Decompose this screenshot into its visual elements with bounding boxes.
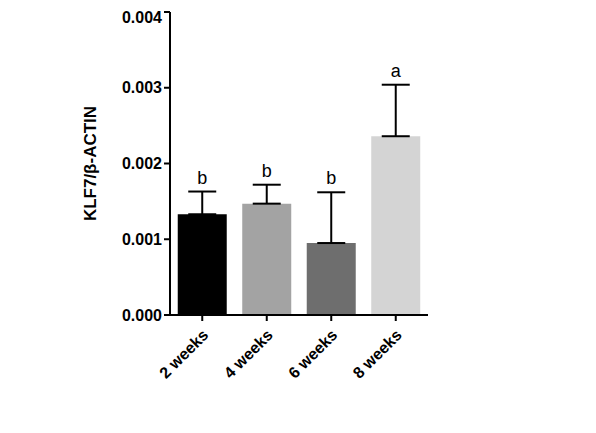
svg-text:4 weeks: 4 weeks <box>221 326 276 381</box>
svg-text:0.000: 0.000 <box>122 307 162 324</box>
svg-text:0.004: 0.004 <box>122 9 162 26</box>
svg-text:8 weeks: 8 weeks <box>350 326 405 381</box>
svg-text:KLF7/β-ACTIN: KLF7/β-ACTIN <box>81 106 100 221</box>
svg-text:6 weeks: 6 weeks <box>285 326 340 381</box>
svg-text:b: b <box>197 168 207 188</box>
svg-text:a: a <box>391 61 402 81</box>
svg-text:b: b <box>262 161 272 181</box>
svg-text:0.001: 0.001 <box>122 231 162 248</box>
svg-text:2 weeks: 2 weeks <box>156 326 211 381</box>
svg-text:0.003: 0.003 <box>122 79 162 96</box>
svg-text:b: b <box>326 168 336 188</box>
svg-text:0.002: 0.002 <box>122 155 162 172</box>
